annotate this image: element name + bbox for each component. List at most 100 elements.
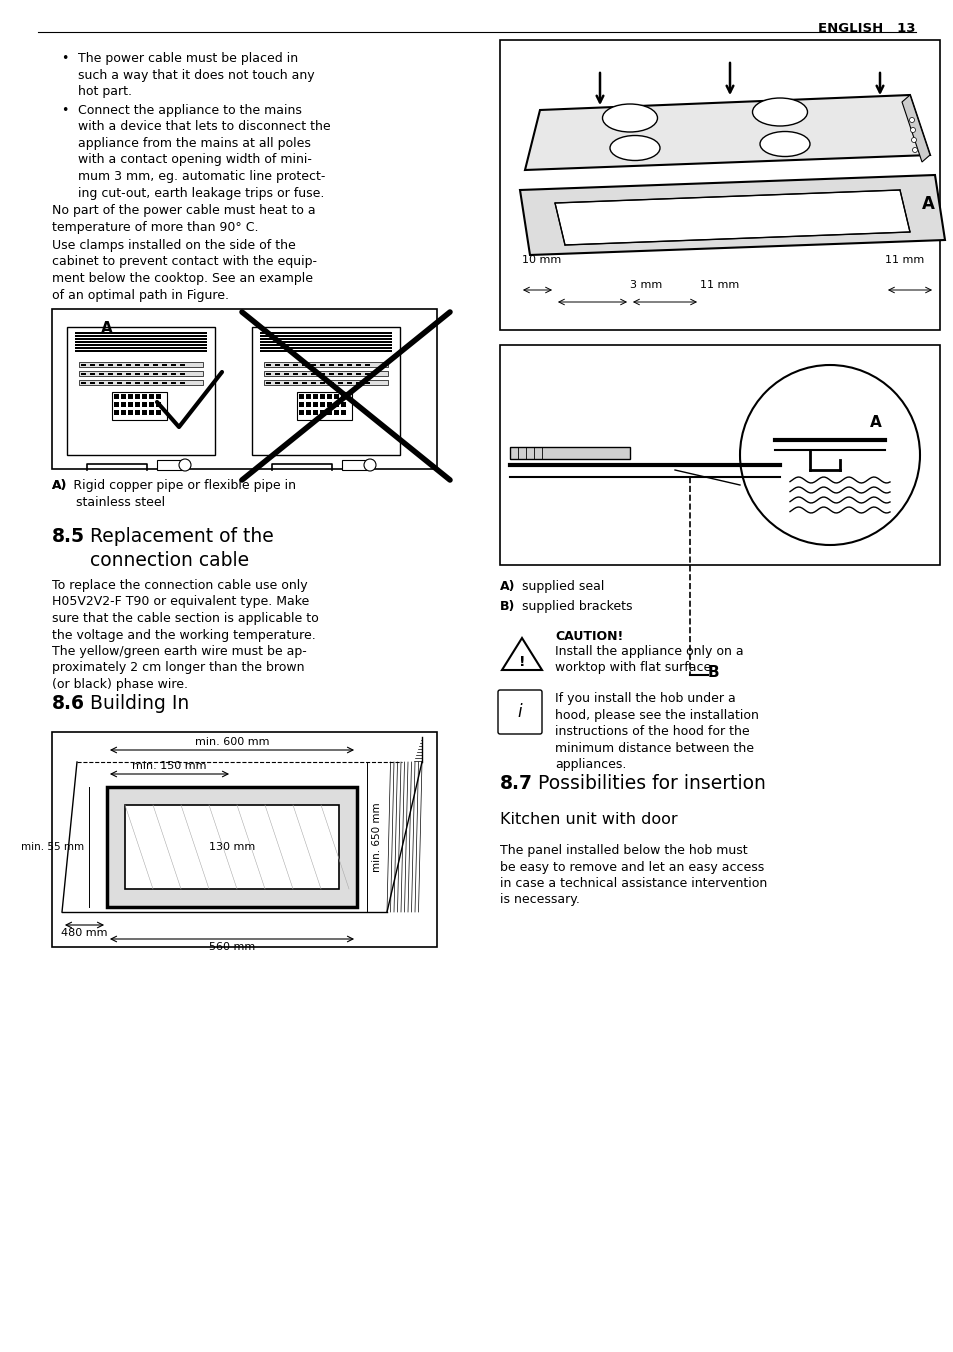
Bar <box>180 381 185 384</box>
Bar <box>355 381 360 384</box>
Bar <box>99 373 104 375</box>
Ellipse shape <box>364 458 375 470</box>
Bar <box>327 393 332 399</box>
Text: min. 55 mm: min. 55 mm <box>21 842 84 852</box>
Polygon shape <box>501 638 541 671</box>
Text: 8.5: 8.5 <box>52 527 85 546</box>
Bar <box>306 410 311 415</box>
Bar <box>75 341 207 342</box>
Text: A: A <box>869 415 881 430</box>
Text: A)  Rigid copper pipe or flexible pipe in
      stainless steel: A) Rigid copper pipe or flexible pipe in… <box>52 479 295 508</box>
Bar <box>313 410 317 415</box>
Text: Kitchen unit with door: Kitchen unit with door <box>499 813 677 827</box>
Text: A: A <box>921 195 934 214</box>
Text: 11 mm: 11 mm <box>884 256 923 265</box>
Bar <box>121 410 126 415</box>
Bar <box>327 410 332 415</box>
Bar <box>144 381 149 384</box>
Bar <box>347 364 352 365</box>
Bar <box>341 460 367 470</box>
Text: 560 mm: 560 mm <box>209 942 254 952</box>
Text: 10 mm: 10 mm <box>521 256 560 265</box>
Bar <box>306 393 311 399</box>
Text: min. 650 mm: min. 650 mm <box>372 802 381 872</box>
Bar <box>355 364 360 365</box>
Bar <box>75 347 207 349</box>
Text: 8.7: 8.7 <box>499 773 533 794</box>
Bar <box>347 373 352 375</box>
Bar <box>302 364 307 365</box>
Text: Use clamps installed on the side of the
cabinet to prevent contact with the equi: Use clamps installed on the side of the … <box>52 239 316 301</box>
Bar <box>180 364 185 365</box>
Bar <box>90 364 95 365</box>
Text: Building In: Building In <box>90 694 189 713</box>
Bar <box>260 341 392 342</box>
Bar <box>149 410 153 415</box>
Bar <box>302 381 307 384</box>
Bar <box>79 370 203 376</box>
Bar <box>121 402 126 407</box>
Bar <box>149 402 153 407</box>
Bar <box>81 364 86 365</box>
Bar <box>135 410 140 415</box>
Bar <box>296 392 352 420</box>
Bar <box>499 345 939 565</box>
Bar <box>260 335 392 337</box>
Bar <box>266 373 271 375</box>
Text: supplied seal: supplied seal <box>521 580 604 594</box>
Bar <box>107 787 356 907</box>
Bar <box>293 364 297 365</box>
Bar <box>334 410 338 415</box>
Ellipse shape <box>609 135 659 161</box>
Bar <box>75 333 207 334</box>
Bar <box>319 410 325 415</box>
Bar <box>510 448 629 458</box>
Bar <box>156 393 161 399</box>
Text: !: ! <box>518 654 525 669</box>
Bar <box>99 381 104 384</box>
Bar <box>266 364 271 365</box>
FancyBboxPatch shape <box>497 690 541 734</box>
Bar <box>108 364 112 365</box>
Bar <box>293 373 297 375</box>
Bar <box>274 364 280 365</box>
Text: Replacement of the
connection cable: Replacement of the connection cable <box>90 527 274 569</box>
Ellipse shape <box>179 458 191 470</box>
Bar <box>79 380 203 385</box>
Bar <box>113 402 119 407</box>
Text: CAUTION!: CAUTION! <box>555 630 622 644</box>
Bar <box>347 381 352 384</box>
Polygon shape <box>519 174 944 256</box>
Text: •: • <box>61 104 69 118</box>
Polygon shape <box>901 95 929 162</box>
Bar <box>75 335 207 337</box>
Bar <box>298 410 304 415</box>
Bar <box>52 731 436 946</box>
Ellipse shape <box>909 127 915 132</box>
Bar <box>260 347 392 349</box>
Bar <box>113 410 119 415</box>
Bar <box>334 393 338 399</box>
Bar <box>142 393 147 399</box>
Bar <box>260 343 392 346</box>
Text: Connect the appliance to the mains
with a device that lets to disconnect the
app: Connect the appliance to the mains with … <box>78 104 331 200</box>
Text: No part of the power cable must heat to a
temperature of more than 90° C.: No part of the power cable must heat to … <box>52 204 315 234</box>
Bar <box>162 381 167 384</box>
Text: 480 mm: 480 mm <box>61 927 108 938</box>
Bar <box>135 381 140 384</box>
Bar <box>284 364 289 365</box>
Bar <box>284 381 289 384</box>
Bar <box>99 364 104 365</box>
Bar <box>319 393 325 399</box>
Bar <box>144 373 149 375</box>
Bar <box>365 364 370 365</box>
Bar <box>117 373 122 375</box>
Bar <box>171 373 175 375</box>
Bar <box>319 402 325 407</box>
Bar <box>306 402 311 407</box>
Bar <box>128 410 132 415</box>
Bar <box>329 381 334 384</box>
Bar <box>365 381 370 384</box>
Bar <box>142 410 147 415</box>
Bar <box>79 362 203 366</box>
